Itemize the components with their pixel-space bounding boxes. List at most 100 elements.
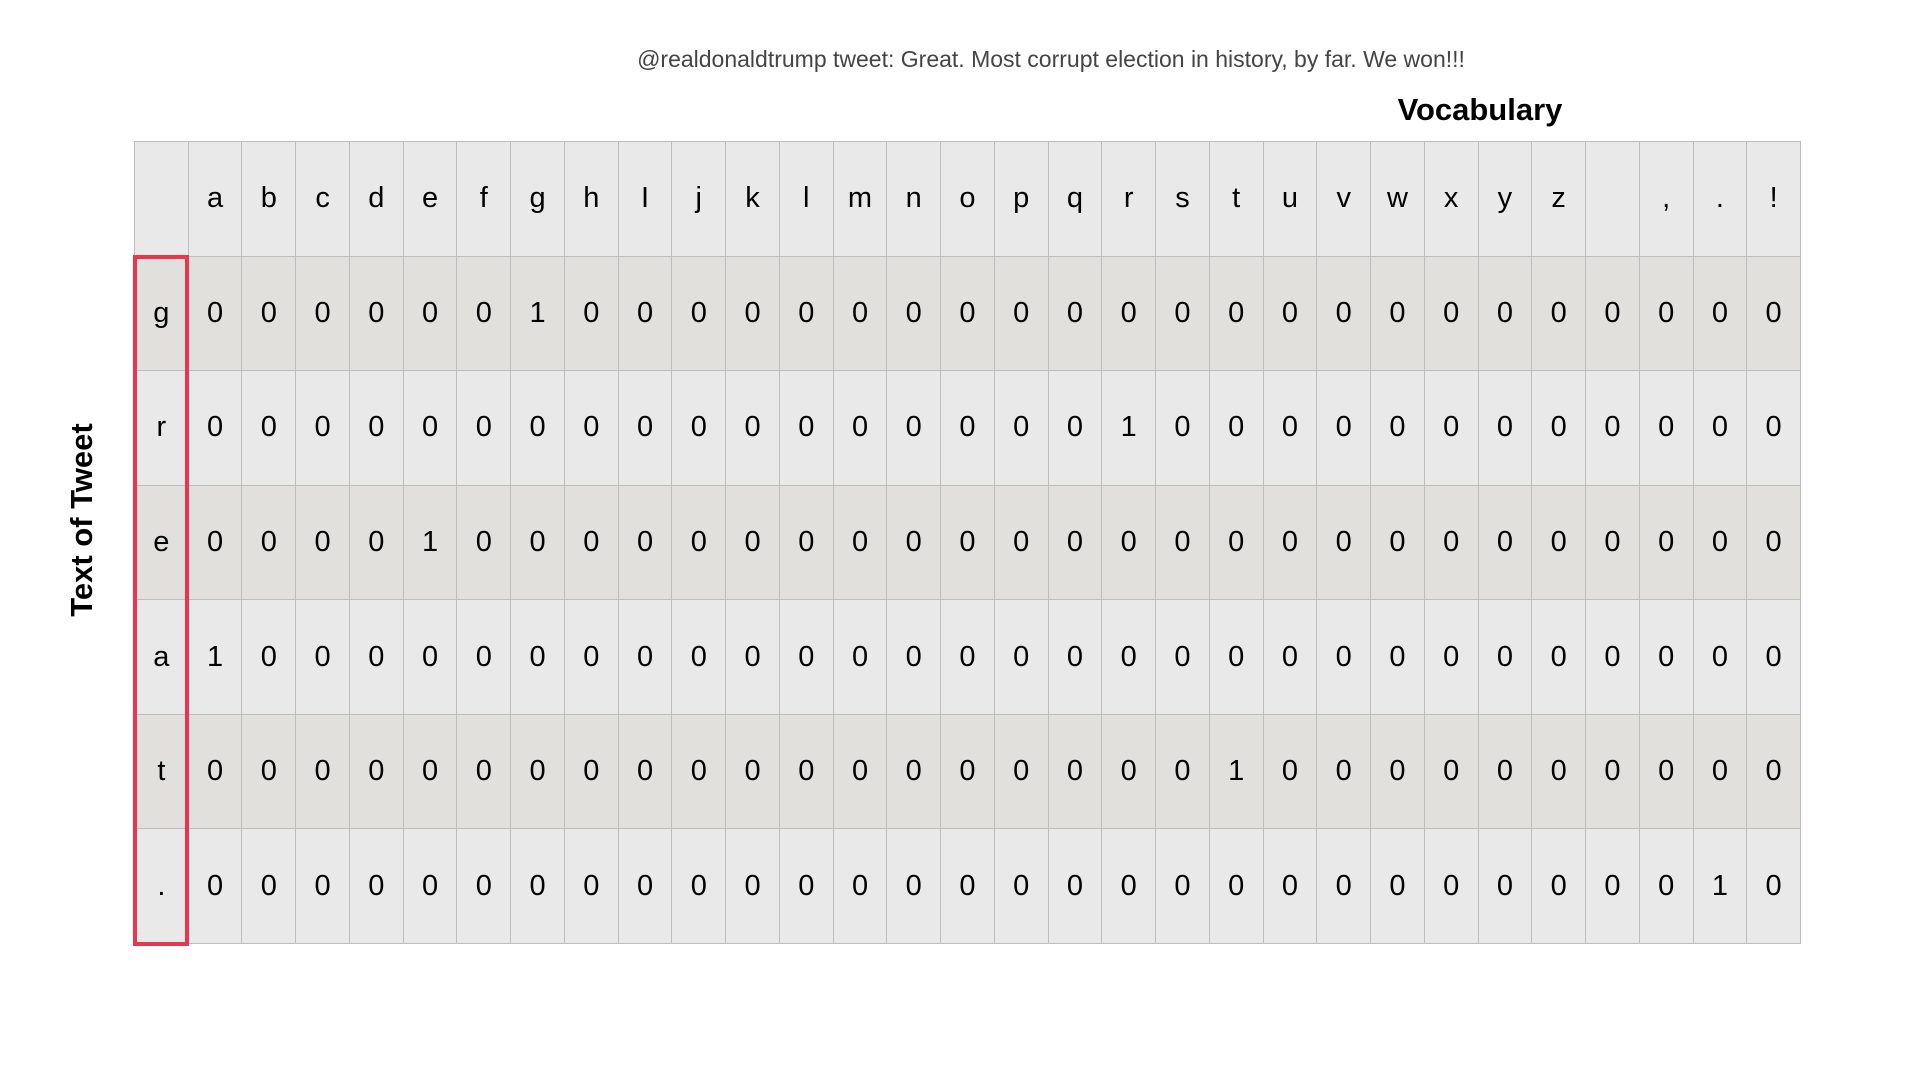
matrix-value-cell: 0	[403, 600, 458, 715]
matrix-value-cell: 0	[1424, 829, 1479, 944]
matrix-value-cell: 0	[618, 371, 673, 486]
matrix-value-cell: 0	[1263, 829, 1318, 944]
matrix-value-cell: 0	[1317, 485, 1372, 601]
matrix-value-cell: 0	[296, 256, 350, 372]
matrix-value-cell: 0	[941, 829, 995, 944]
matrix-value-cell: 0	[1747, 714, 1801, 830]
matrix-value-cell: 0	[296, 600, 350, 715]
matrix-value-cell: 0	[672, 714, 727, 830]
matrix-value-cell: 0	[1102, 485, 1157, 601]
matrix-value-cell: 0	[618, 600, 673, 715]
matrix-value-cell: 0	[1693, 256, 1748, 372]
matrix-value-cell: 0	[779, 714, 834, 830]
matrix-value-cell: 0	[242, 829, 297, 944]
matrix-value-cell: 0	[1371, 371, 1425, 486]
vocabulary-label: Vocabulary	[1397, 92, 1563, 127]
matrix-value-cell: 0	[833, 256, 888, 372]
matrix-value-cell: 0	[833, 829, 888, 944]
matrix-value-cell: 0	[403, 371, 458, 486]
matrix-value-cell: 1	[1209, 714, 1264, 830]
matrix-value-cell: 0	[1048, 714, 1103, 830]
matrix-value-cell: 0	[1639, 714, 1694, 830]
matrix-value-cell: 0	[1048, 256, 1103, 372]
matrix-value-cell: 0	[564, 485, 619, 601]
matrix-value-cell: 0	[887, 714, 942, 830]
matrix-value-cell: 0	[1209, 485, 1264, 601]
matrix-value-cell: 0	[1102, 714, 1157, 830]
matrix-value-cell: 1	[511, 256, 565, 372]
matrix-value-cell: 0	[779, 256, 834, 372]
matrix-value-cell: 0	[349, 371, 404, 486]
matrix-value-cell: 0	[1317, 256, 1372, 372]
matrix-value-cell: 0	[618, 256, 673, 372]
matrix-value-cell: 0	[1532, 256, 1587, 372]
matrix-value-cell: 0	[1102, 256, 1157, 372]
vocab-header-cell: l	[779, 142, 834, 257]
matrix-value-cell: 0	[242, 371, 297, 486]
matrix-value-cell: 0	[1156, 371, 1210, 486]
matrix-value-cell: 0	[726, 371, 780, 486]
matrix-value-cell: 0	[1317, 600, 1372, 715]
matrix-value-cell: 0	[457, 256, 512, 372]
matrix-value-cell: 0	[1478, 485, 1533, 601]
matrix-value-cell: 0	[833, 600, 888, 715]
vocab-header-cell: r	[1102, 142, 1157, 257]
matrix-value-cell: 0	[887, 371, 942, 486]
matrix-value-cell: 0	[672, 371, 727, 486]
matrix-value-cell: 0	[887, 829, 942, 944]
matrix-value-cell: 0	[941, 714, 995, 830]
matrix-value-cell: 0	[1371, 829, 1425, 944]
matrix-value-cell: 0	[511, 600, 565, 715]
vocab-header-cell: I	[618, 142, 673, 257]
vocab-header-cell: a	[188, 142, 243, 257]
matrix-value-cell: 0	[994, 600, 1049, 715]
matrix-value-cell: 0	[1209, 829, 1264, 944]
matrix-value-cell: 0	[564, 829, 619, 944]
matrix-value-cell: 0	[1478, 371, 1533, 486]
matrix-value-cell: 0	[994, 371, 1049, 486]
matrix-value-cell: 0	[726, 256, 780, 372]
matrix-value-cell: 0	[1639, 371, 1694, 486]
row-char-cell: .	[135, 829, 189, 944]
matrix-value-cell: 0	[726, 714, 780, 830]
matrix-value-cell: 0	[1693, 600, 1748, 715]
matrix-value-cell: 0	[242, 600, 297, 715]
matrix-value-cell: 0	[1478, 600, 1533, 715]
matrix-value-cell: 0	[1371, 600, 1425, 715]
matrix-value-cell: 0	[1209, 256, 1264, 372]
matrix-value-cell: 0	[296, 714, 350, 830]
vocab-header-cell: j	[672, 142, 727, 257]
matrix-value-cell: 0	[779, 829, 834, 944]
matrix-value-cell: 0	[1532, 371, 1587, 486]
matrix-value-cell: 0	[833, 485, 888, 601]
matrix-value-cell: 0	[726, 600, 780, 715]
matrix-value-cell: 0	[941, 600, 995, 715]
matrix-value-cell: 0	[887, 600, 942, 715]
matrix-value-cell: 0	[1156, 600, 1210, 715]
matrix-value-cell: 0	[1532, 829, 1587, 944]
matrix-value-cell: 1	[188, 600, 243, 715]
corner-cell	[135, 142, 189, 257]
matrix-value-cell: 0	[1478, 714, 1533, 830]
matrix-value-cell: 0	[188, 714, 243, 830]
matrix-value-cell: 0	[1478, 256, 1533, 372]
matrix-value-cell: 0	[1747, 600, 1801, 715]
matrix-value-cell: 0	[1532, 485, 1587, 601]
matrix-value-cell: 0	[941, 485, 995, 601]
matrix-value-cell: 0	[1586, 600, 1640, 715]
vocab-header-cell: h	[564, 142, 619, 257]
matrix-value-cell: 0	[779, 485, 834, 601]
matrix-value-cell: 0	[1209, 371, 1264, 486]
matrix-value-cell: 0	[457, 714, 512, 830]
matrix-value-cell: 0	[296, 485, 350, 601]
matrix-value-cell: 1	[403, 485, 458, 601]
matrix-value-cell: 0	[349, 714, 404, 830]
matrix-value-cell: 0	[994, 829, 1049, 944]
matrix-value-cell: 0	[564, 714, 619, 830]
matrix-value-cell: 0	[1371, 256, 1425, 372]
vocab-header-cell	[1586, 142, 1640, 257]
matrix-value-cell: 0	[941, 371, 995, 486]
vocab-header-cell: q	[1048, 142, 1103, 257]
matrix-value-cell: 0	[511, 829, 565, 944]
matrix-value-cell: 0	[1317, 829, 1372, 944]
